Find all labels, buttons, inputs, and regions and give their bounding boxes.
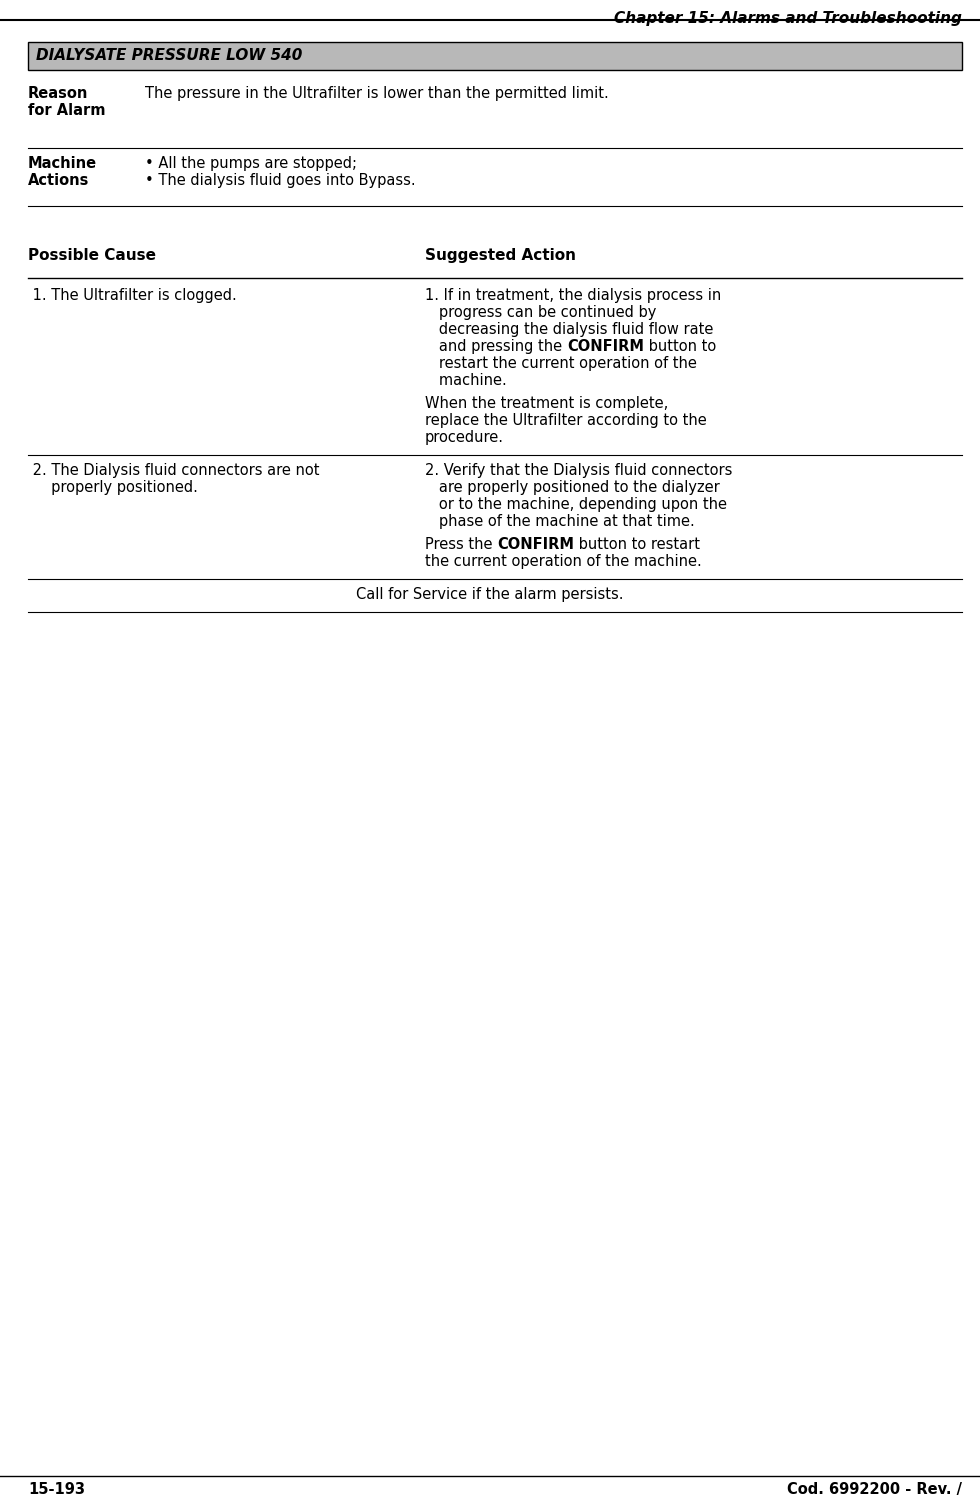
- Text: progress can be continued by: progress can be continued by: [425, 305, 657, 320]
- Text: or to the machine, depending upon the: or to the machine, depending upon the: [425, 496, 727, 511]
- Text: Press the: Press the: [425, 537, 497, 552]
- Text: the current operation of the machine.: the current operation of the machine.: [425, 553, 702, 569]
- Text: CONFIRM: CONFIRM: [497, 537, 574, 552]
- Text: restart the current operation of the: restart the current operation of the: [425, 356, 697, 371]
- Text: Suggested Action: Suggested Action: [425, 248, 576, 263]
- Text: decreasing the dialysis fluid flow rate: decreasing the dialysis fluid flow rate: [425, 322, 713, 337]
- Text: When the treatment is complete,: When the treatment is complete,: [425, 396, 668, 411]
- Text: button to restart: button to restart: [574, 537, 700, 552]
- Text: phase of the machine at that time.: phase of the machine at that time.: [425, 514, 695, 529]
- Text: • All the pumps are stopped;: • All the pumps are stopped;: [145, 156, 357, 171]
- Text: 2. The Dialysis fluid connectors are not: 2. The Dialysis fluid connectors are not: [28, 463, 319, 478]
- Text: and pressing the: and pressing the: [425, 338, 566, 353]
- Text: Machine
Actions: Machine Actions: [28, 156, 97, 188]
- Text: The pressure in the Ultrafilter is lower than the permitted limit.: The pressure in the Ultrafilter is lower…: [145, 86, 609, 101]
- Text: 1. The Ultrafilter is clogged.: 1. The Ultrafilter is clogged.: [28, 287, 237, 302]
- Text: button to: button to: [644, 338, 716, 353]
- Text: Possible Cause: Possible Cause: [28, 248, 156, 263]
- Text: 2. Verify that the Dialysis fluid connectors: 2. Verify that the Dialysis fluid connec…: [425, 463, 732, 478]
- Text: Reason
for Alarm: Reason for Alarm: [28, 86, 106, 119]
- Text: Chapter 15: Alarms and Troubleshooting: Chapter 15: Alarms and Troubleshooting: [614, 11, 962, 26]
- Text: • The dialysis fluid goes into Bypass.: • The dialysis fluid goes into Bypass.: [145, 173, 416, 188]
- Text: machine.: machine.: [425, 373, 507, 388]
- Text: DIALYSATE PRESSURE LOW 540: DIALYSATE PRESSURE LOW 540: [36, 48, 303, 63]
- Text: Cod. 6992200 - Rev. /: Cod. 6992200 - Rev. /: [787, 1481, 962, 1496]
- Text: procedure.: procedure.: [425, 430, 504, 445]
- Text: 15-193: 15-193: [28, 1481, 85, 1496]
- Text: Call for Service if the alarm persists.: Call for Service if the alarm persists.: [357, 587, 623, 602]
- Text: CONFIRM: CONFIRM: [566, 338, 644, 353]
- Text: replace the Ultrafilter according to the: replace the Ultrafilter according to the: [425, 414, 707, 429]
- Text: 1. If in treatment, the dialysis process in: 1. If in treatment, the dialysis process…: [425, 287, 721, 302]
- Text: properly positioned.: properly positioned.: [28, 480, 198, 495]
- Bar: [28, 42, 962, 71]
- Text: are properly positioned to the dialyzer: are properly positioned to the dialyzer: [425, 480, 719, 495]
